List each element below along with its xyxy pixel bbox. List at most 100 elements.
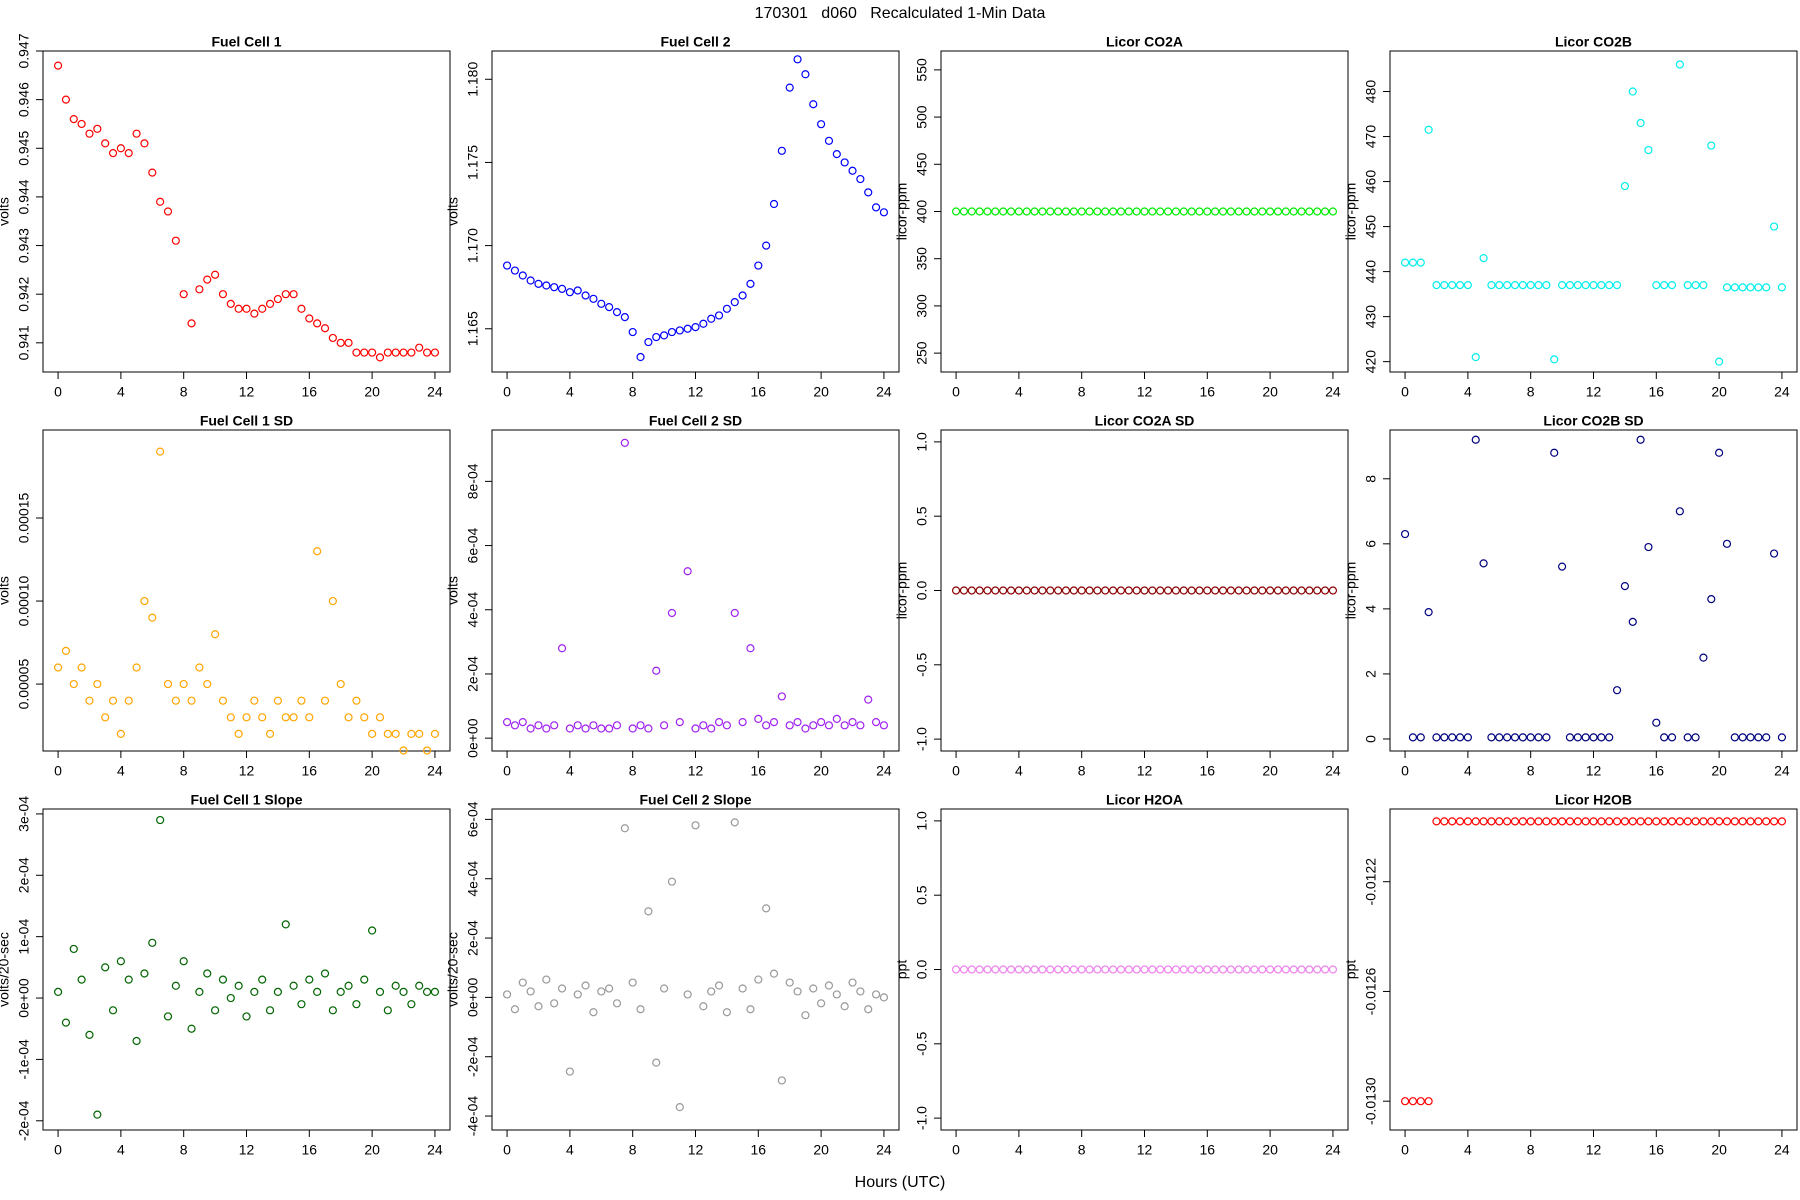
data-point (667, 608, 677, 618)
data-point (1416, 733, 1425, 742)
data-point (1297, 965, 1306, 974)
data-point (1320, 586, 1330, 595)
data-point (1203, 207, 1212, 216)
data-point (1503, 817, 1512, 826)
data-point (1683, 281, 1692, 290)
data-point (210, 630, 220, 639)
y-tick-label: 0.941 (16, 325, 32, 360)
data-point (1124, 586, 1133, 595)
data-point (407, 348, 416, 357)
x-tick-label: 4 (117, 763, 125, 779)
y-tick-label: 2e-04 (16, 857, 32, 893)
data-point (1195, 965, 1204, 974)
data-point (1597, 281, 1606, 290)
y-tick-label: 0.945 (16, 131, 32, 166)
y-tick-label: 0e+00 (465, 718, 481, 758)
data-point (793, 55, 802, 64)
data-point (305, 975, 314, 984)
data-point (1266, 586, 1275, 595)
x-tick-label: 20 (813, 384, 829, 400)
data-point (1440, 281, 1449, 290)
x-tick-label: 8 (629, 384, 637, 400)
x-tick-label: 0 (952, 1142, 960, 1158)
data-point (573, 990, 582, 999)
data-point (628, 978, 637, 987)
data-point (407, 729, 416, 738)
data-point (1495, 281, 1504, 290)
data-point (785, 978, 794, 987)
data-point (1061, 207, 1071, 216)
data-point (1455, 733, 1465, 742)
data-point (793, 987, 802, 996)
data-point (1652, 817, 1661, 826)
data-point (1077, 586, 1086, 595)
data-point (581, 291, 590, 300)
data-point (510, 266, 520, 275)
data-point (281, 290, 290, 299)
data-point (1487, 281, 1496, 290)
data-point (1289, 586, 1298, 595)
data-point (234, 729, 243, 738)
data-point (848, 978, 857, 987)
data-point (675, 718, 684, 727)
data-point (1258, 965, 1267, 974)
data-point (1683, 733, 1692, 742)
data-point (1738, 283, 1747, 292)
x-tick-label: 24 (427, 763, 443, 779)
data-point (1526, 817, 1535, 826)
data-point (871, 203, 881, 212)
data-point (116, 957, 125, 966)
data-point (258, 975, 267, 984)
data-point (1400, 258, 1410, 267)
y-tick-label: 6 (1363, 540, 1379, 548)
data-point (1660, 733, 1669, 742)
data-point (1448, 281, 1457, 290)
data-point (1234, 207, 1243, 216)
data-point (557, 984, 567, 993)
panel-title: Fuel Cell 1 (211, 34, 281, 50)
y-axis-label: volts/20-sec (0, 932, 12, 1007)
data-point (430, 987, 440, 997)
panel-title: Licor CO2B SD (1543, 413, 1643, 429)
data-point (817, 718, 826, 727)
x-tick-label: 12 (1137, 384, 1153, 400)
data-point (1203, 965, 1212, 974)
data-point (258, 304, 267, 313)
data-point (597, 299, 606, 308)
panel-title: Fuel Cell 1 SD (200, 413, 293, 429)
data-point (848, 166, 857, 175)
data-point (1250, 586, 1259, 595)
data-point (360, 975, 369, 984)
data-point (1424, 608, 1433, 617)
data-point (856, 174, 865, 184)
data-point (1218, 586, 1228, 595)
data-point (777, 692, 786, 701)
data-point (1030, 207, 1039, 216)
y-axis-label: volts/20-sec (445, 932, 461, 1007)
data-point (581, 981, 590, 990)
data-point (1471, 353, 1480, 362)
y-tick-label: 3e-04 (16, 796, 32, 832)
data-point (1699, 817, 1708, 826)
x-tick-label: 0 (503, 384, 511, 400)
y-tick-label: 480 (1363, 80, 1379, 104)
panel-title: Fuel Cell 2 Slope (639, 792, 751, 808)
x-tick-label: 4 (117, 384, 125, 400)
data-point (707, 724, 716, 733)
x-tick-label: 0 (952, 763, 960, 779)
data-point (1777, 817, 1787, 826)
data-point (1226, 965, 1235, 974)
data-point (1234, 965, 1243, 974)
data-point (53, 663, 63, 672)
x-tick-label: 16 (1649, 1142, 1665, 1158)
x-tick-label: 12 (239, 384, 255, 400)
data-point (1715, 817, 1724, 826)
y-axis-label: volts (0, 576, 12, 605)
data-point (659, 721, 669, 730)
x-tick-label: 20 (1262, 763, 1278, 779)
data-point (620, 313, 629, 322)
data-point (526, 987, 535, 996)
data-point (1762, 817, 1771, 826)
y-tick-label: -2e-04 (16, 1100, 32, 1141)
